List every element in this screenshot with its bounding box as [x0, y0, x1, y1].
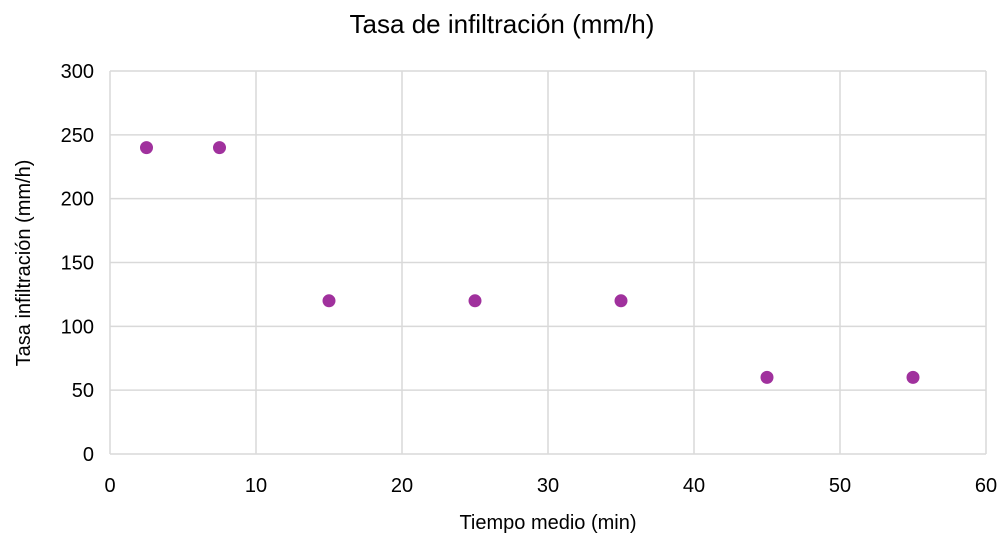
chart-title: Tasa de infiltración (mm/h): [350, 9, 655, 39]
y-tick-label: 50: [72, 380, 94, 402]
x-tick-label: 30: [537, 475, 559, 497]
y-axis-title: Tasa infiltración (mm/h): [13, 160, 35, 367]
data-point: [322, 294, 336, 308]
y-axis-tick-labels: 0 50 100 150 200 250 300: [61, 61, 94, 466]
x-tick-label: 40: [683, 475, 705, 497]
x-tick-label: 50: [829, 475, 851, 497]
x-tick-label: 20: [391, 475, 413, 497]
x-axis-tick-labels: 0 10 20 30 40 50 60: [104, 475, 997, 497]
y-tick-label: 200: [61, 189, 94, 211]
y-tick-label: 250: [61, 125, 94, 147]
y-tick-label: 300: [61, 61, 94, 83]
x-tick-label: 10: [245, 475, 267, 497]
data-point: [614, 294, 628, 308]
x-tick-label: 0: [104, 475, 115, 497]
data-point: [213, 141, 226, 155]
y-tick-label: 100: [61, 316, 94, 338]
data-point: [760, 370, 774, 384]
data-point: [906, 370, 920, 384]
data-point: [468, 294, 482, 308]
gridlines: [109, 70, 987, 455]
x-tick-label: 60: [975, 475, 997, 497]
data-points: [140, 141, 920, 384]
y-tick-label: 150: [61, 253, 94, 275]
x-axis-title: Tiempo medio (min): [459, 512, 636, 534]
y-tick-label: 0: [83, 444, 94, 466]
data-point: [140, 141, 153, 155]
